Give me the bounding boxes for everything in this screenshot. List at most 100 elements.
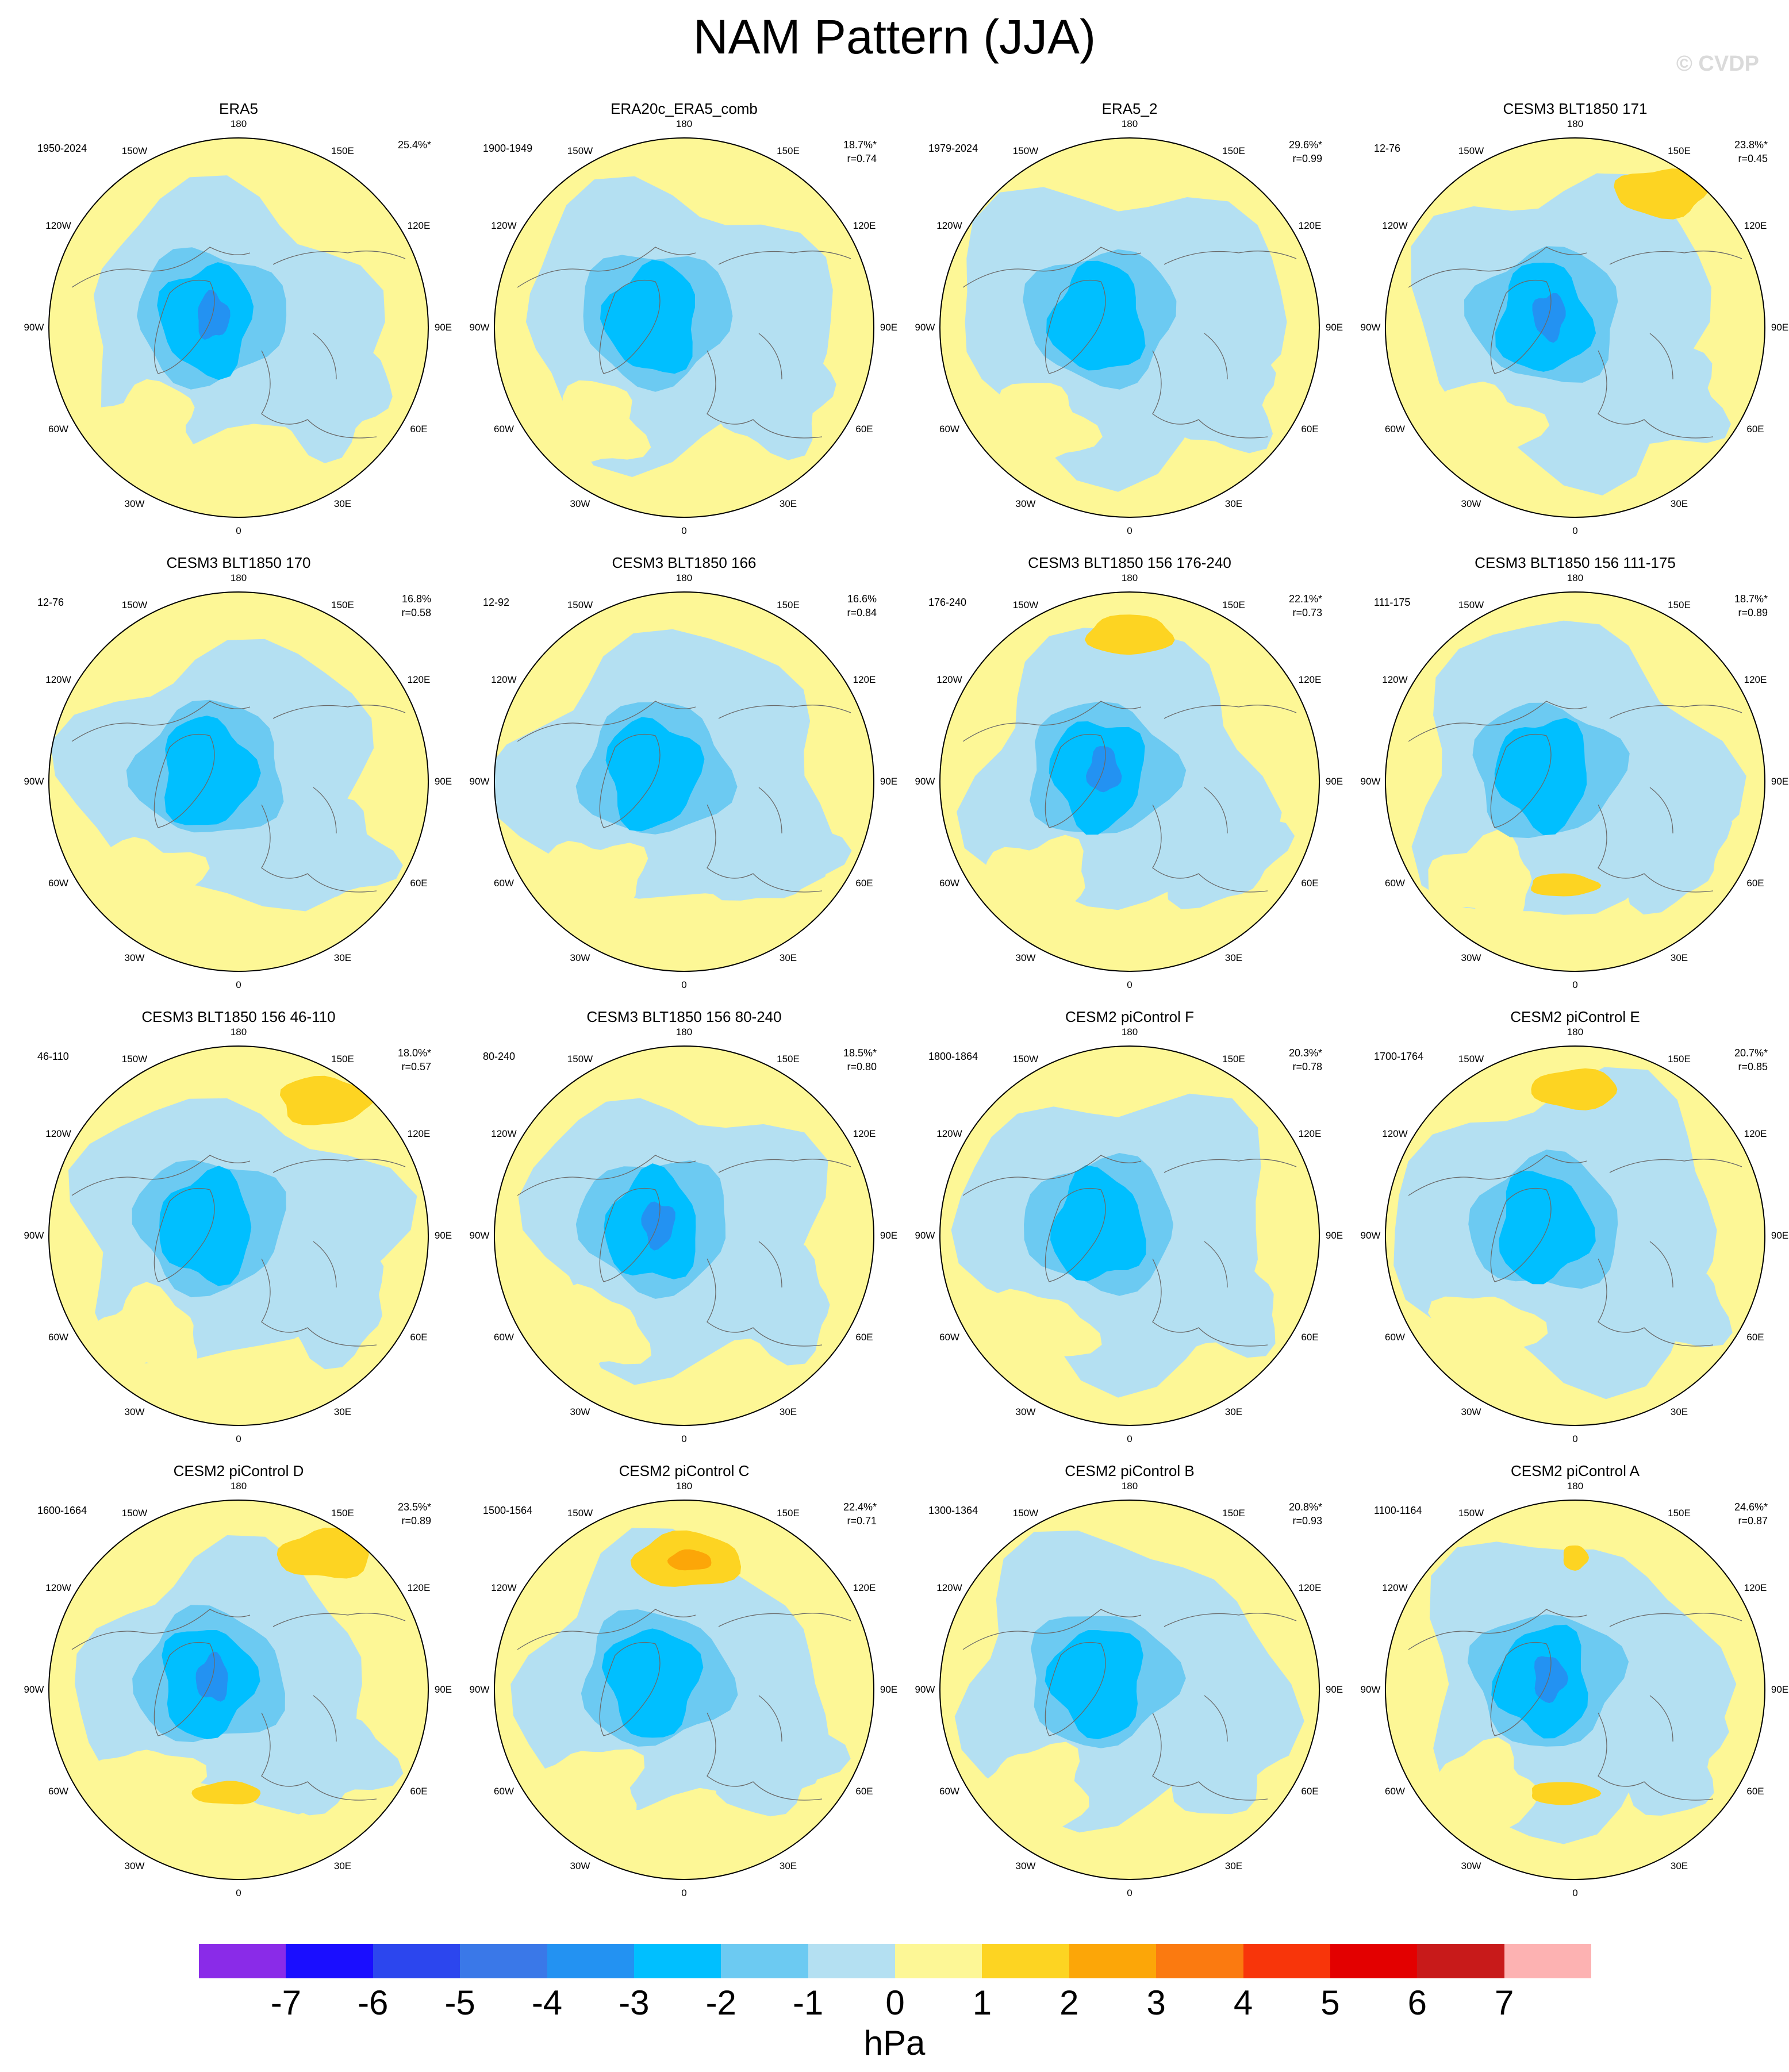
- panel-title: ERA5: [219, 100, 258, 117]
- longitude-label: 90E: [1325, 322, 1343, 333]
- pattern-correlation: r=0.99: [1292, 153, 1322, 164]
- longitude-label: 120W: [1382, 1582, 1408, 1593]
- colorbar-tick-label: 2: [1059, 1983, 1079, 2022]
- longitude-label: 120W: [491, 1582, 517, 1593]
- longitude-label: 120W: [1382, 674, 1408, 685]
- longitude-label: 30E: [779, 498, 797, 509]
- longitude-label: 0: [1127, 1888, 1132, 1898]
- panel-title: CESM2 piControl D: [173, 1462, 304, 1479]
- colorbar-swatch: [982, 1944, 1069, 1978]
- longitude-label: 120W: [1382, 1128, 1408, 1139]
- longitude-label: 90W: [915, 776, 935, 787]
- panel-period: 12-92: [483, 597, 510, 608]
- longitude-label: 30E: [1224, 498, 1243, 509]
- variance-explained: 18.7%*: [843, 139, 877, 151]
- longitude-label: 30W: [1015, 1860, 1036, 1871]
- longitude-label: 90W: [24, 776, 44, 787]
- colorbar-unit: hPa: [863, 2024, 926, 2062]
- longitude-label: 90W: [915, 322, 935, 333]
- polar-map: [494, 591, 874, 972]
- pattern-correlation: r=0.84: [847, 607, 877, 618]
- longitude-label: 180: [1121, 1481, 1138, 1491]
- longitude-label: 90W: [1360, 322, 1381, 333]
- pattern-correlation: r=0.87: [1738, 1515, 1768, 1527]
- panel-period: 12-76: [37, 597, 64, 608]
- colorbar-swatch: [199, 1944, 286, 1978]
- longitude-label: 30W: [570, 952, 590, 963]
- longitude-label: 120E: [1744, 1582, 1767, 1593]
- panel-period: 80-240: [483, 1051, 516, 1062]
- longitude-label: 90W: [1360, 776, 1381, 787]
- panel-period: 1500-1564: [483, 1505, 533, 1516]
- longitude-label: 150E: [1222, 1054, 1245, 1065]
- positive-anomaly-region: [1531, 1782, 1602, 1805]
- longitude-label: 60E: [855, 1332, 873, 1343]
- colorbar-swatch: [373, 1944, 460, 1978]
- longitude-label: 120E: [853, 220, 876, 231]
- longitude-label: 180: [230, 1027, 247, 1037]
- panel-stats: 18.0%* r=0.57: [398, 1046, 431, 1074]
- panel-title: ERA20c_ERA5_comb: [611, 100, 758, 117]
- panel-period: 1300-1364: [928, 1505, 978, 1516]
- panel-stats: 25.4%*: [398, 138, 431, 152]
- longitude-label: 30W: [1461, 1860, 1481, 1871]
- longitude-label: 60W: [939, 878, 959, 889]
- panel-title: CESM3 BLT1850 166: [612, 554, 757, 571]
- panel-stats: 20.8%* r=0.93: [1289, 1500, 1322, 1528]
- map-boundary: [48, 1045, 429, 1426]
- longitude-label: 30E: [1670, 498, 1688, 509]
- longitude-label: 120W: [45, 674, 71, 685]
- polar-map: [1385, 137, 1765, 518]
- longitude-label: 90W: [469, 1230, 490, 1241]
- coastlines: [1408, 1155, 1742, 1347]
- longitude-label: 120E: [1744, 1128, 1767, 1139]
- panel-title: CESM3 BLT1850 156 46-110: [141, 1008, 336, 1025]
- panel-period: 1600-1664: [37, 1505, 87, 1516]
- longitude-label: 30W: [1461, 952, 1481, 963]
- longitude-label: 120W: [45, 220, 71, 231]
- longitude-label: 90E: [434, 322, 452, 333]
- coastlines: [962, 247, 1297, 439]
- longitude-label: 150E: [1668, 1508, 1691, 1519]
- longitude-label: 60W: [1385, 1332, 1405, 1343]
- map-panel: CESM3 BLT1850 166 12-92 16.6% r=0.84 180 150E…: [469, 552, 900, 1000]
- longitude-label: 30W: [570, 1406, 590, 1417]
- map-boundary: [939, 1045, 1320, 1426]
- longitude-label: 150W: [1012, 145, 1039, 157]
- longitude-label: 120E: [1298, 674, 1322, 685]
- polar-map: [939, 1500, 1320, 1880]
- map-panel: CESM3 BLT1850 156 111-175 111-175 18.7%* r=…: [1360, 552, 1789, 1000]
- longitude-label: 60E: [410, 1786, 428, 1797]
- watermark: © CVDP: [1676, 52, 1759, 76]
- longitude-label: 90W: [24, 1230, 44, 1241]
- positive-anomaly-region: [191, 1781, 261, 1805]
- longitude-label: 120W: [45, 1128, 71, 1139]
- colorbar-swatch: [547, 1944, 634, 1978]
- colorbar-swatch: [721, 1944, 808, 1978]
- longitude-label: 180: [1567, 1481, 1584, 1491]
- colorbar-tick-label: -2: [705, 1983, 736, 2022]
- colorbar-swatch: [460, 1944, 547, 1978]
- longitude-label: 180: [675, 572, 693, 583]
- longitude-label: 150E: [1222, 145, 1245, 157]
- longitude-label: 60E: [1301, 424, 1319, 435]
- coastlines: [1408, 701, 1742, 893]
- longitude-label: 90E: [434, 776, 452, 787]
- map-panel: CESM2 piControl A 1100-1164 24.6%* r=0.87 18…: [1360, 1460, 1789, 1908]
- longitude-label: 120W: [491, 674, 517, 685]
- positive-anomaly-region: [1531, 1068, 1618, 1110]
- longitude-label: 0: [236, 1433, 241, 1444]
- longitude-label: 90W: [469, 1684, 490, 1695]
- longitude-label: 30E: [1224, 1860, 1243, 1871]
- longitude-label: 120W: [491, 220, 517, 231]
- longitude-label: 30W: [570, 1860, 590, 1871]
- longitude-label: 60W: [48, 1786, 68, 1797]
- longitude-label: 60E: [1746, 878, 1764, 889]
- longitude-label: 150W: [1458, 1508, 1484, 1519]
- coastlines: [517, 1155, 851, 1347]
- longitude-label: 180: [675, 1481, 693, 1491]
- longitude-label: 60W: [48, 878, 68, 889]
- colorbar-swatch: [895, 1944, 982, 1978]
- longitude-label: 60E: [410, 878, 428, 889]
- longitude-label: 120W: [45, 1582, 71, 1593]
